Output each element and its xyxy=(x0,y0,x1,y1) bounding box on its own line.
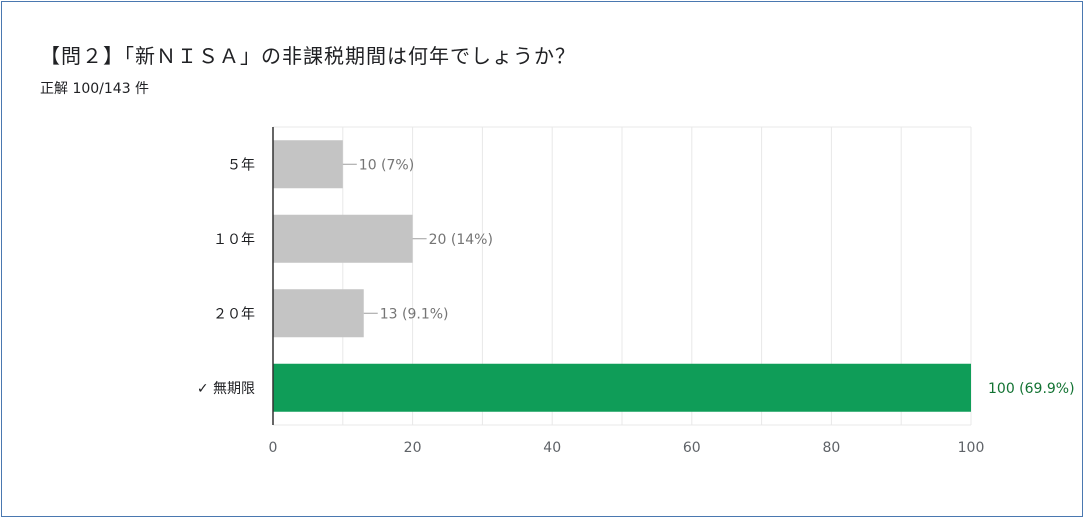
category-label: ✓ 無期限 xyxy=(197,381,255,397)
bar xyxy=(273,140,343,189)
labels: ５年 10 (7%) １０年 20 (14%) ２０年 13 (9.1%) ✓ 無期限 100… xyxy=(197,157,1075,397)
category-label: １０年 xyxy=(213,232,255,248)
bars xyxy=(273,140,971,412)
x-tick-label: 0 xyxy=(269,440,278,456)
category-label: ２０年 xyxy=(213,306,255,322)
bar xyxy=(273,214,413,263)
data-label: 100 (69.9%) xyxy=(988,381,1075,397)
bar xyxy=(273,363,971,412)
data-label: 20 (14%) xyxy=(429,232,493,248)
x-tick-label: 40 xyxy=(543,440,561,456)
x-tick-label: 60 xyxy=(683,440,701,456)
data-label: 10 (7%) xyxy=(359,157,414,173)
x-tick-label: 80 xyxy=(822,440,840,456)
axes: 0 20 40 60 80 100 xyxy=(269,127,985,456)
x-tick-label: 100 xyxy=(958,440,985,456)
category-label: ５年 xyxy=(227,157,255,173)
bar xyxy=(273,289,364,338)
question-title: 【問２】「新ＮＩＳＡ」の非課税期間は何年でしょうか？ xyxy=(40,44,576,68)
data-label: 13 (9.1%) xyxy=(380,306,449,322)
correct-count: 正解 100/143 件 xyxy=(40,81,150,97)
x-tick-label: 20 xyxy=(404,440,422,456)
